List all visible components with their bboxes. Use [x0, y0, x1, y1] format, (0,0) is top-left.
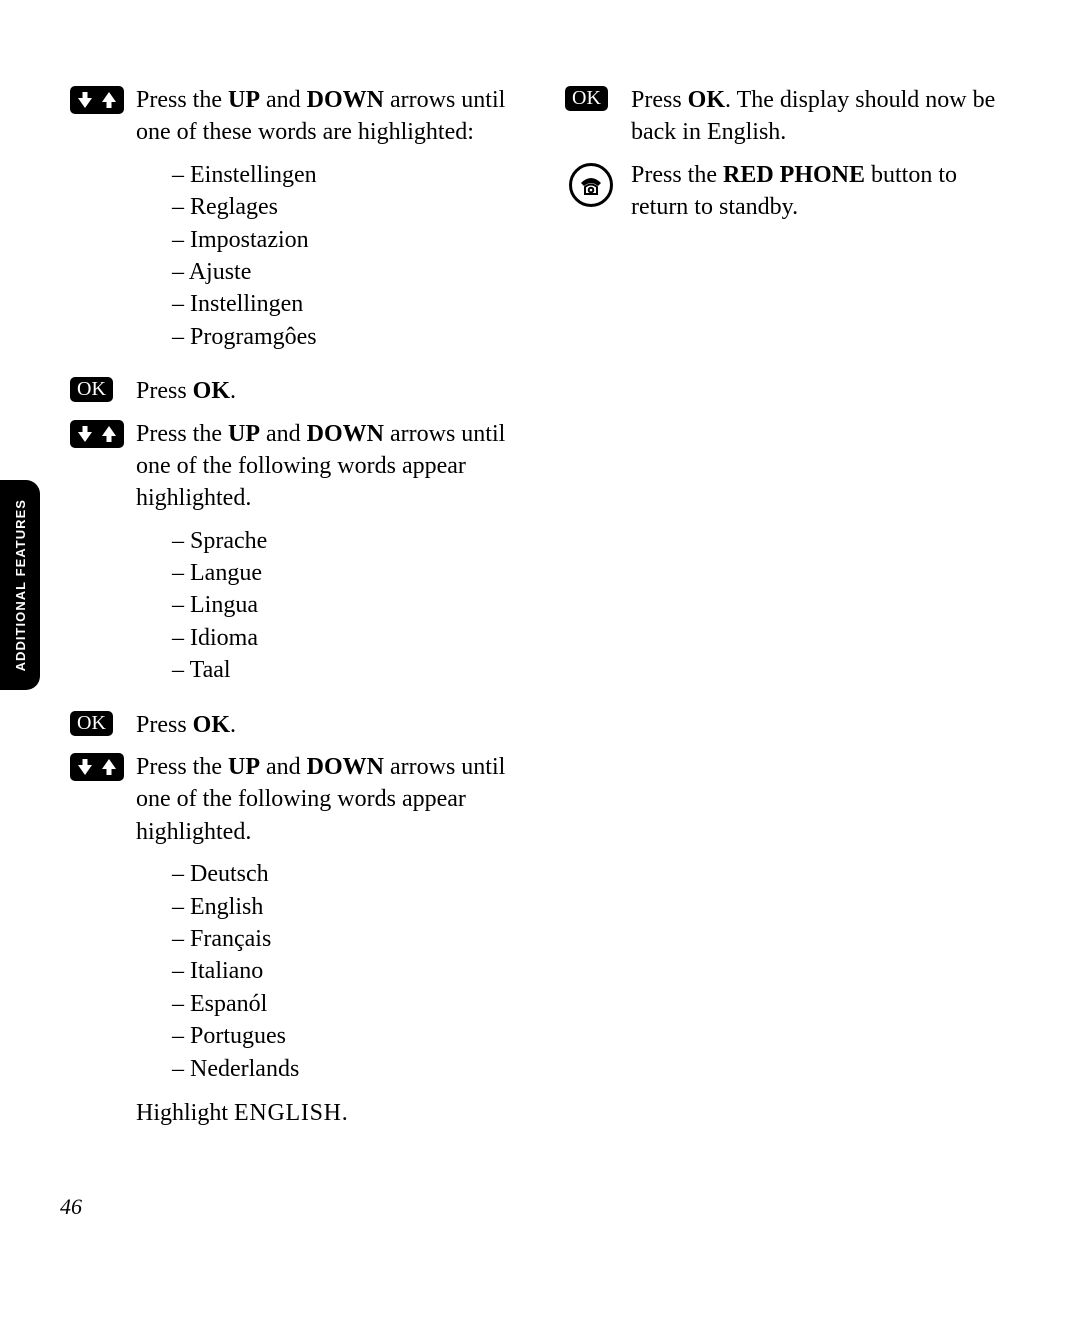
step-arrows-2: Press the UP and DOWN arrows until one o…	[70, 418, 525, 699]
list-item: Deutsch	[172, 858, 525, 890]
list-item: Programgôes	[172, 321, 525, 353]
ok-icon: OK	[70, 711, 113, 736]
list-item: Taal	[172, 654, 525, 686]
side-tab-label: ADDITIONAL FEATURES	[13, 499, 28, 671]
step-text: Press the UP and DOWN arrows until one o…	[136, 418, 525, 699]
highlight-english: Highlight ENGLISH.	[136, 1097, 525, 1129]
language-name-list: DeutschEnglishFrançaisItalianoEspanólPor…	[136, 858, 525, 1085]
step-text: Press the UP and DOWN arrows until one o…	[136, 751, 525, 1129]
up-down-arrows-icon	[70, 86, 124, 114]
list-item: Langue	[172, 557, 525, 589]
page-number: 46	[60, 1194, 82, 1220]
list-item: Nederlands	[172, 1053, 525, 1085]
up-down-arrows-icon	[70, 420, 124, 448]
up-down-arrows-icon	[70, 753, 124, 781]
step-text: Press OK.	[136, 709, 525, 741]
right-column: OK Press OK. The display should now be b…	[565, 84, 1020, 1139]
ok-icon: OK	[565, 86, 608, 111]
list-item: Reglages	[172, 191, 525, 223]
list-item: English	[172, 891, 525, 923]
list-item: Lingua	[172, 589, 525, 621]
list-item: Ajuste	[172, 256, 525, 288]
list-item: Instellingen	[172, 288, 525, 320]
language-word-list: SpracheLangueLinguaIdiomaTaal	[136, 525, 525, 687]
step-text: Press OK. The display should now be back…	[631, 84, 1020, 149]
step-red-phone: Press the RED PHONE button to return to …	[565, 159, 1020, 224]
red-phone-icon	[569, 163, 613, 207]
step-text: Press the UP and DOWN arrows until one o…	[136, 84, 525, 365]
list-item: Portugues	[172, 1020, 525, 1052]
list-item: Idioma	[172, 622, 525, 654]
step-ok-1: OK Press OK.	[70, 375, 525, 407]
settings-word-list: EinstellingenReglagesImpostazionAjusteIn…	[136, 159, 525, 353]
list-item: Italiano	[172, 955, 525, 987]
step-arrows-1: Press the UP and DOWN arrows until one o…	[70, 84, 525, 365]
step-arrows-3: Press the UP and DOWN arrows until one o…	[70, 751, 525, 1129]
side-tab: ADDITIONAL FEATURES	[0, 480, 40, 690]
step-text: Press the RED PHONE button to return to …	[631, 159, 1020, 224]
list-item: Sprache	[172, 525, 525, 557]
list-item: Einstellingen	[172, 159, 525, 191]
list-item: Espanól	[172, 988, 525, 1020]
step-ok-2: OK Press OK.	[70, 709, 525, 741]
left-column: Press the UP and DOWN arrows until one o…	[60, 84, 525, 1139]
list-item: Français	[172, 923, 525, 955]
step-text: Press OK.	[136, 375, 525, 407]
list-item: Impostazion	[172, 224, 525, 256]
ok-icon: OK	[70, 377, 113, 402]
step-ok-final: OK Press OK. The display should now be b…	[565, 84, 1020, 149]
